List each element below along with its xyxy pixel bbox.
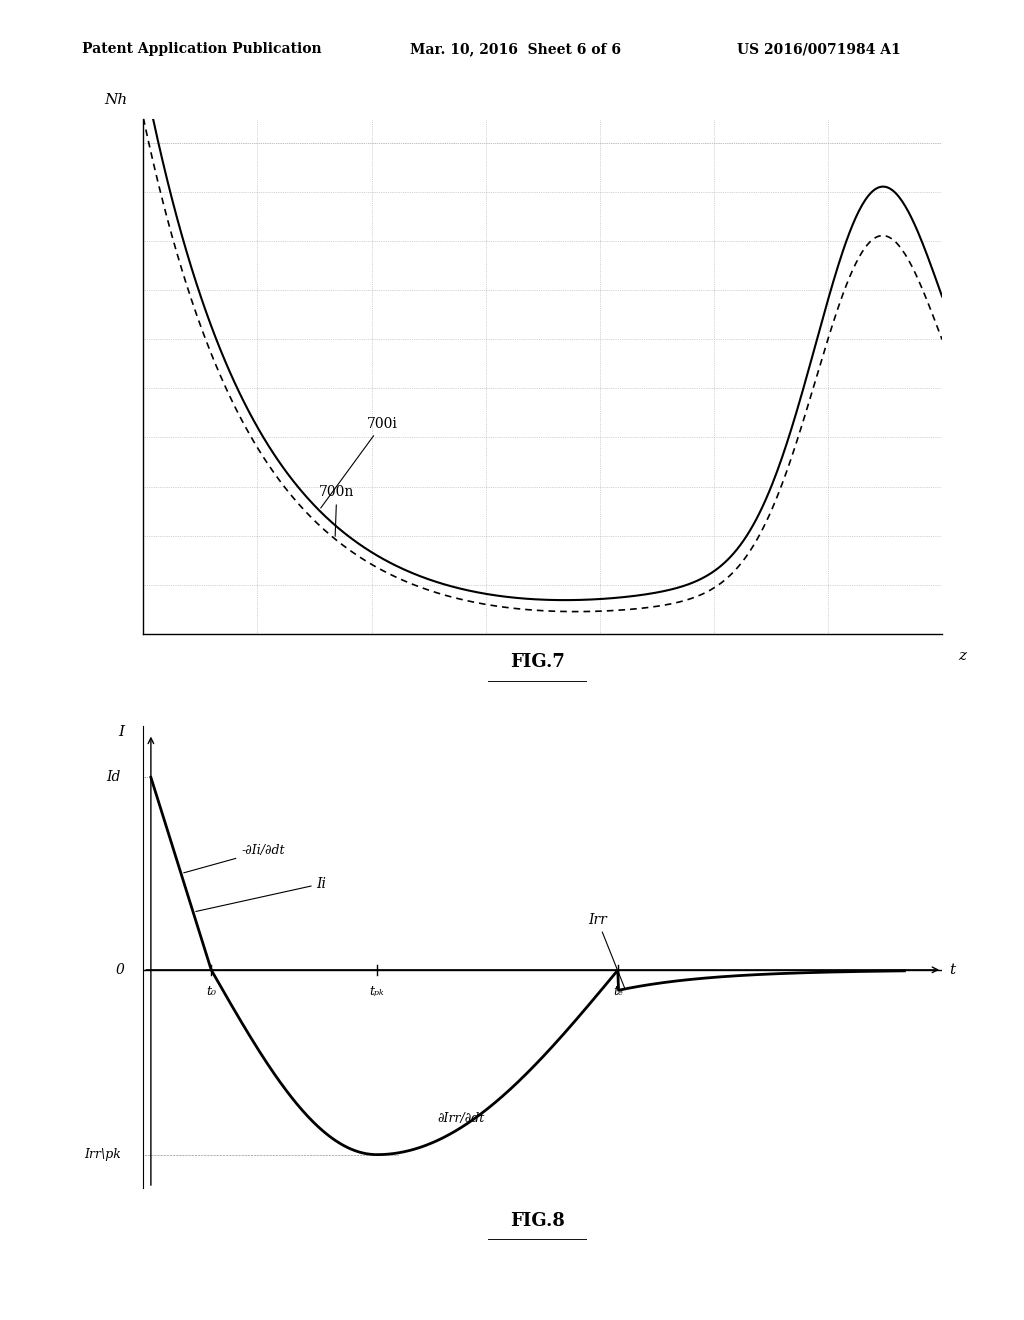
Text: 0: 0 <box>116 962 125 977</box>
Text: US 2016/0071984 A1: US 2016/0071984 A1 <box>737 42 901 57</box>
Text: 700n: 700n <box>319 486 354 536</box>
Text: Patent Application Publication: Patent Application Publication <box>82 42 322 57</box>
Text: Irr\pk: Irr\pk <box>84 1148 121 1162</box>
Text: Mar. 10, 2016  Sheet 6 of 6: Mar. 10, 2016 Sheet 6 of 6 <box>410 42 621 57</box>
Text: tₚₖ: tₚₖ <box>370 985 384 998</box>
Text: FIG.7: FIG.7 <box>510 653 565 672</box>
Text: I: I <box>118 725 124 739</box>
Text: ___________: ___________ <box>488 1222 587 1241</box>
Text: -∂Ii/∂dt: -∂Ii/∂dt <box>183 845 285 873</box>
Text: Irr: Irr <box>588 912 625 987</box>
Text: t₀: t₀ <box>206 985 216 998</box>
Text: Ii: Ii <box>196 876 327 912</box>
Text: ∂Irr/∂dt: ∂Irr/∂dt <box>437 1113 484 1125</box>
Text: tₑ: tₑ <box>613 985 623 998</box>
Text: t: t <box>949 962 955 977</box>
Text: Id: Id <box>106 771 121 784</box>
Text: ___________: ___________ <box>488 664 587 682</box>
Text: 700i: 700i <box>321 417 398 508</box>
Text: z: z <box>958 649 966 663</box>
Text: FIG.8: FIG.8 <box>510 1212 565 1230</box>
Text: Nh: Nh <box>104 92 127 107</box>
